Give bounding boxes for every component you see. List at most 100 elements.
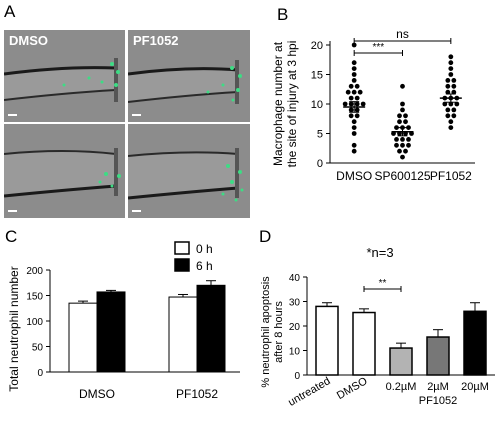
fin-image [4, 58, 120, 102]
y-tick-label: 50 [32, 343, 44, 354]
panel-c-letter: C [5, 227, 18, 246]
data-point [397, 119, 402, 125]
x-tick-label: DMSO [336, 169, 372, 183]
data-point [400, 107, 405, 113]
x-tick-label: untreated [286, 375, 332, 409]
data-point [451, 83, 457, 89]
chart-c-bar: 0 50 100 150 200 Total neutrophil number DMSO P… [7, 241, 240, 401]
significance-label: ** [379, 278, 387, 289]
data-point [403, 113, 408, 119]
y-tick-label: 10 [289, 347, 301, 358]
y-tick-label: 5 [317, 129, 323, 141]
group-label: PF1052 [419, 395, 458, 407]
micrograph-label: PF1052 [133, 33, 179, 48]
x-tick-label: SP600125 [374, 169, 430, 183]
data-point [394, 125, 399, 130]
y-tick-label: 20 [289, 322, 301, 333]
chart-b-scatter: 0 5 10 15 20 DMSO SP600125 PF1052 Macrophage num… [271, 27, 475, 183]
data-point [354, 113, 360, 119]
micrograph-pf1052-bottom [128, 124, 250, 218]
data-point [351, 119, 357, 125]
data-point [360, 101, 366, 107]
panel-a-letter: A [4, 2, 16, 21]
data-point [348, 83, 354, 89]
y-axis-label-line: after 8 hours [273, 301, 285, 363]
data-point [451, 107, 457, 113]
x-tick-label: DMSO [335, 375, 370, 402]
micrograph-dmso-top: DMSO [4, 30, 125, 122]
data-point [348, 113, 354, 119]
chart-title: *n=3 [366, 245, 393, 260]
x-tick-label: PF1052 [430, 169, 472, 183]
data-point [403, 148, 408, 154]
y-tick-label: 100 [26, 317, 43, 328]
data-point [448, 54, 454, 60]
y-tick-label: 150 [26, 292, 43, 303]
data-point [448, 101, 454, 107]
data-point [354, 95, 360, 101]
data-point [351, 42, 357, 48]
data-point [354, 107, 360, 113]
x-tick-label: DMSO [79, 387, 115, 401]
y-tick-label: 200 [26, 266, 43, 277]
x-tick-label: PF1052 [176, 387, 218, 401]
data-point [448, 119, 454, 125]
bar [389, 347, 413, 376]
data-point [351, 142, 357, 148]
data-point [451, 78, 457, 83]
micrograph-dmso-bottom [4, 124, 125, 218]
y-axis-label-line: Macrophage number at [271, 41, 285, 166]
y-axis-label: Total neutrophil number [7, 266, 21, 391]
fin-image [4, 148, 121, 198]
legend-swatch [174, 258, 190, 272]
data-point [442, 101, 448, 107]
data-point [351, 78, 357, 83]
y-tick-label: 40 [289, 273, 301, 284]
data-point [445, 78, 451, 83]
data-point [351, 131, 357, 136]
data-point [445, 83, 451, 89]
significance-label: ns [396, 27, 409, 41]
legend-swatch [174, 241, 190, 255]
data-point [351, 72, 357, 77]
bar [426, 336, 450, 376]
data-point [357, 89, 363, 95]
y-tick-label: 0 [317, 158, 323, 170]
data-point [400, 101, 405, 107]
data-point [448, 66, 454, 71]
data-point [345, 89, 351, 95]
y-axis-label-line: % neutrophil apoptosis [260, 276, 272, 388]
scale-bar [132, 114, 141, 116]
y-tick-label: 0 [37, 368, 43, 379]
scale-bar [132, 210, 141, 212]
bar [352, 311, 376, 376]
data-point [445, 113, 451, 119]
data-point [351, 125, 357, 130]
data-point [400, 137, 405, 142]
data-point [351, 60, 357, 66]
y-axis-label: % neutrophil apoptosisafter 8 hours [260, 276, 285, 388]
data-point [394, 142, 399, 148]
data-point [351, 66, 357, 71]
data-point [448, 72, 454, 77]
data-point [351, 148, 357, 154]
significance-label: *** [372, 42, 384, 53]
y-tick-label: 30 [289, 298, 301, 309]
legend-label: 6 h [196, 259, 213, 273]
bar [68, 302, 98, 373]
data-point [445, 89, 451, 95]
bar [463, 310, 487, 376]
data-point [448, 60, 454, 66]
bar [196, 284, 226, 373]
data-point [342, 101, 348, 107]
micrograph-pf1052-top: PF1052 [128, 30, 250, 122]
chart-d-bar: *n=3 0 10 20 30 40 % neutrophil apoptosisafter… [260, 245, 495, 409]
bar [96, 291, 126, 373]
data-point [348, 95, 354, 101]
x-tick-label: 2µM [427, 381, 449, 393]
scale-bar [8, 210, 17, 212]
data-point [406, 137, 411, 142]
bar [315, 305, 339, 376]
data-point [400, 83, 405, 89]
fin-image [128, 148, 244, 202]
